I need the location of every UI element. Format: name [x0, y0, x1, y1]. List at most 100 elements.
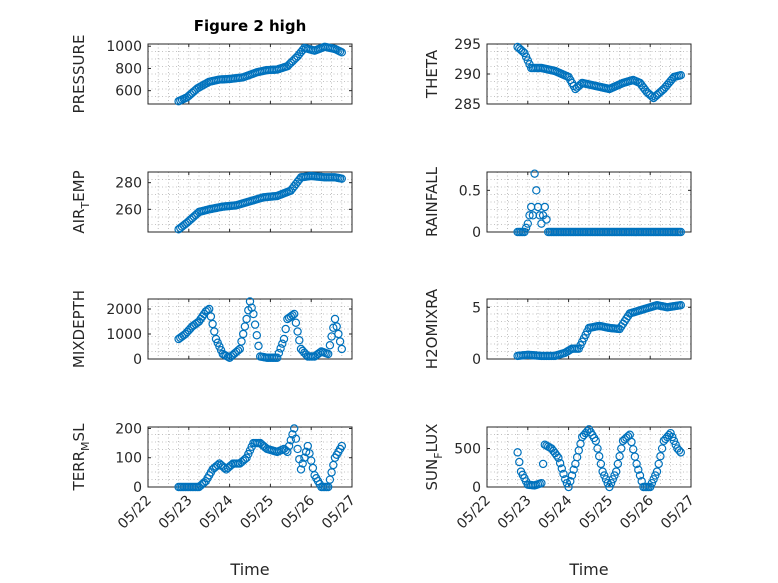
data-point — [591, 436, 601, 446]
series-markers — [513, 42, 686, 103]
y-tick-label: 260 — [115, 202, 142, 218]
data-point — [537, 219, 546, 228]
data-point — [237, 337, 246, 346]
y-tick-label: 5 — [472, 300, 481, 316]
series-markers — [513, 301, 686, 361]
data-point — [250, 320, 260, 329]
data-point — [296, 465, 306, 474]
data-point — [610, 471, 619, 480]
data-point — [290, 309, 299, 319]
data-point — [283, 447, 292, 457]
y-tick-label: 290 — [454, 67, 481, 83]
data-point — [337, 441, 346, 451]
y-tick-label: 500 — [454, 442, 481, 458]
data-point — [525, 211, 534, 220]
data-point — [596, 459, 606, 469]
data-point — [293, 327, 302, 336]
panel-mixdepth: 0 1000 2000 MIXDEPTH — [70, 290, 353, 368]
data-point — [284, 441, 294, 451]
data-point — [593, 444, 602, 453]
series-markers — [174, 424, 346, 492]
series-markers — [174, 297, 346, 362]
data-point — [330, 314, 340, 324]
data-point — [203, 306, 212, 315]
data-point — [215, 342, 224, 351]
x-tick-label: 05/27 — [319, 493, 359, 533]
axes-frame — [147, 426, 353, 488]
panel-terr: 0 100 200 05/22 05/23 05/24 05/25 05/26 05/27 Tim… — [70, 421, 359, 579]
data-point — [656, 452, 665, 461]
data-point — [337, 48, 346, 57]
axes-frame — [147, 298, 353, 360]
x-tick-label: 05/26 — [617, 492, 657, 532]
data-point — [606, 478, 616, 488]
axes-frame — [147, 171, 353, 233]
y-axis-label: H2OMIXRA — [423, 288, 441, 369]
data-point — [291, 434, 301, 443]
y-tick-label: 200 — [115, 421, 142, 437]
panel-theta: 285 290 295 THETA — [423, 37, 692, 113]
x-tick-label: 05/22 — [454, 493, 494, 533]
data-point — [674, 446, 684, 455]
data-point — [279, 334, 289, 344]
data-point — [646, 482, 655, 492]
y-tick-label: 280 — [115, 176, 142, 192]
y-tick-label: 0 — [472, 480, 481, 496]
data-point — [295, 336, 304, 345]
data-point — [554, 453, 563, 462]
y-tick-label: 0 — [133, 480, 142, 496]
data-point — [676, 227, 686, 237]
data-point — [523, 219, 533, 228]
data-point — [276, 344, 285, 353]
data-point — [632, 459, 641, 469]
series-markers — [174, 171, 346, 234]
panel-rainfall: 0 0.5 RAINFALL — [423, 166, 692, 241]
y-tick-label: 0 — [133, 352, 142, 368]
data-point — [530, 169, 539, 178]
data-point — [605, 482, 614, 492]
data-point — [542, 215, 551, 224]
y-axis-label: AIRTEMP — [70, 170, 92, 233]
data-point — [540, 202, 550, 212]
data-point — [557, 464, 567, 473]
data-point — [242, 314, 251, 324]
data-point — [334, 329, 343, 339]
y-tick-label: 295 — [454, 37, 481, 53]
data-point — [291, 318, 301, 327]
data-point — [537, 478, 546, 488]
data-point — [520, 227, 529, 237]
data-point — [561, 475, 570, 484]
chart-title: Figure 2 high — [194, 17, 307, 35]
y-axis-label: SUNFLUX — [423, 424, 445, 491]
data-point — [532, 186, 541, 195]
x-tick-label: 05/25 — [237, 493, 277, 533]
x-tick-label: 05/23 — [495, 493, 535, 533]
y-tick-label: 2000 — [106, 302, 142, 318]
x-tick-label: 05/25 — [576, 493, 616, 533]
y-axis-label: PRESSURE — [70, 35, 88, 114]
data-point — [657, 444, 667, 453]
data-point — [566, 477, 575, 486]
y-tick-label: 0 — [472, 225, 481, 241]
data-point — [635, 471, 645, 480]
x-tick-label: 05/22 — [115, 493, 155, 533]
data-point — [649, 475, 658, 484]
data-point — [286, 435, 295, 445]
y-tick-label: 0 — [472, 352, 481, 368]
data-point — [654, 459, 663, 469]
axes-frame — [486, 426, 692, 488]
x-tick-label: 05/24 — [536, 492, 576, 532]
data-point — [325, 341, 335, 350]
y-axis-label: MIXDEPTH — [70, 290, 88, 368]
data-point — [676, 448, 686, 457]
panel-pressure: 600 800 1000 Figure 2 high PRESSURE — [70, 17, 353, 114]
data-point — [254, 341, 263, 351]
data-point — [651, 471, 660, 480]
data-point — [521, 52, 531, 61]
data-point — [513, 448, 522, 457]
data-point — [337, 174, 346, 183]
data-point — [233, 346, 243, 355]
data-point — [567, 471, 577, 480]
series-markers — [513, 169, 686, 237]
data-point — [288, 311, 297, 320]
